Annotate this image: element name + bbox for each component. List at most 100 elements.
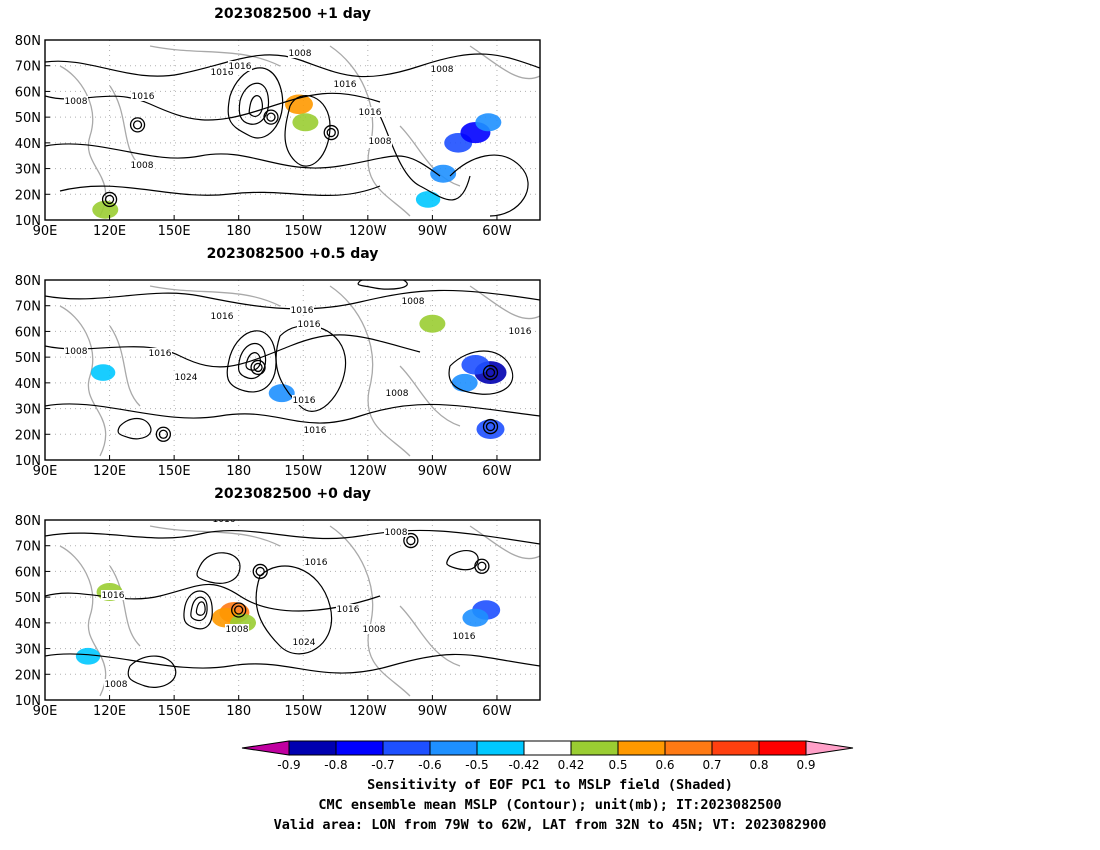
- isobar-label: 1008: [226, 625, 249, 635]
- lat-tick-label: 40N: [15, 377, 41, 392]
- colorbar-tick-label: -0.9: [277, 758, 300, 772]
- isobar-contour: [45, 289, 540, 310]
- lat-tick-label: 50N: [15, 111, 41, 126]
- isobar-label: 1016: [298, 320, 321, 330]
- isobar-contour: [45, 53, 540, 78]
- isobar-contour: [183, 590, 213, 630]
- low-pressure-center: [482, 364, 499, 381]
- isobar-label-bg: [64, 346, 88, 356]
- isobar-label: 1016: [334, 80, 357, 90]
- lon-tick-label: 60W: [482, 464, 512, 479]
- lon-tick-label: 120E: [93, 224, 126, 239]
- lat-tick-label: 70N: [15, 540, 41, 555]
- colorbar-segment: [523, 740, 572, 756]
- colorbar-segment: [288, 740, 337, 756]
- colorbar-tick-label: 0.8: [749, 758, 768, 772]
- lat-tick-label: 40N: [15, 137, 41, 152]
- low-pressure-center: [474, 558, 490, 574]
- low-pressure-center: [250, 359, 266, 376]
- low-pressure-center: [234, 605, 244, 615]
- isobar-label-bg: [174, 372, 198, 382]
- isobar-label-bg: [430, 64, 454, 74]
- lat-tick-label: 70N: [15, 300, 41, 315]
- low-pressure-center: [158, 429, 169, 439]
- isobar-label-bg: [303, 425, 327, 435]
- lat-tick-label: 30N: [15, 403, 41, 418]
- low-pressure-center: [266, 112, 276, 122]
- lon-tick-label: 120W: [349, 704, 387, 719]
- isobar-label: 1024: [293, 638, 316, 648]
- isobar-label-bg: [288, 48, 312, 58]
- isobar-contour: [45, 92, 381, 121]
- colorbar-tick-label: 0.42: [558, 758, 585, 772]
- isobar-label-bg: [333, 79, 357, 89]
- isobar-label: 1008: [386, 389, 409, 399]
- isobar-label: 1016: [213, 515, 236, 525]
- isobar-label-bg: [228, 61, 252, 71]
- colorbar-segment: [758, 740, 807, 756]
- sensitivity-shade: [461, 355, 490, 375]
- lat-tick-label: 80N: [15, 514, 41, 529]
- isobar-label-bg: [101, 590, 125, 600]
- isobar-label: 1016: [359, 108, 382, 118]
- sensitivity-shade: [268, 384, 295, 403]
- coastline: [149, 45, 540, 80]
- low-pressure-center: [252, 563, 268, 580]
- colorbar-tick-label: -0.6: [418, 758, 441, 772]
- isobar-label: 1016: [305, 558, 328, 568]
- colorbar-segment: [429, 740, 478, 756]
- isobar-label-bg: [336, 604, 360, 614]
- map-frame: [44, 39, 541, 221]
- low-pressure-center: [482, 418, 499, 435]
- isobar-label: 1016: [291, 306, 314, 316]
- isobar-label-bg: [452, 631, 476, 641]
- colorbar-segment: [664, 740, 713, 756]
- isobar-label: 1016: [453, 632, 476, 642]
- colorbar-segment: [711, 740, 760, 756]
- low-pressure-center: [323, 124, 339, 141]
- sensitivity-shade: [75, 647, 101, 665]
- isobar-label-bg: [148, 348, 172, 358]
- lon-tick-label: 90E: [33, 464, 58, 479]
- colorbar-segment: [335, 740, 384, 756]
- lat-tick-label: 70N: [15, 60, 41, 75]
- sensitivity-shade: [292, 113, 319, 132]
- lat-tick-label: 60N: [15, 565, 41, 580]
- lon-tick-label: 90W: [418, 224, 448, 239]
- isobar-label: 1008: [105, 680, 128, 690]
- lon-tick-label: 180: [226, 704, 251, 719]
- sensitivity-shade: [462, 608, 489, 627]
- lat-tick-label: 10N: [15, 694, 41, 709]
- isobar-contour: [45, 143, 441, 177]
- lon-tick-label: 150W: [284, 224, 322, 239]
- colorbar: -0.9 -0.8 -0.7 -0.6 -0.5 -0.42 0.42 0.5 0.6 0.7 0.…: [230, 735, 870, 775]
- lat-tick-label: 50N: [15, 351, 41, 366]
- low-pressure-center: [255, 566, 265, 577]
- lat-tick-label: 20N: [15, 428, 41, 443]
- low-pressure-center: [263, 109, 279, 125]
- isobar-contour: [284, 95, 331, 167]
- isobar-contour: [45, 334, 421, 368]
- low-pressure-center: [477, 561, 487, 571]
- low-pressure-center: [101, 191, 118, 208]
- lon-tick-label: 90E: [33, 704, 58, 719]
- isobar-contour: [45, 529, 540, 545]
- sensitivity-shade: [451, 373, 478, 392]
- colorbar-tick-label: 0.9: [796, 758, 815, 772]
- colorbar-segment: [382, 740, 431, 756]
- lon-tick-label: 180: [226, 224, 251, 239]
- isobar-contour: [449, 154, 529, 217]
- isobar-label-bg: [290, 305, 314, 315]
- isobar-contour: [248, 95, 263, 117]
- isobar-label: 1008: [402, 297, 425, 307]
- colorbar-segment: [570, 740, 619, 756]
- isobar-contour: [127, 655, 177, 688]
- sensitivity-shade: [430, 164, 457, 183]
- lon-tick-label: 120E: [93, 704, 126, 719]
- caption-line-3: Valid area: LON from 79W to 62W, LAT fro…: [273, 817, 827, 833]
- isobar-contour: [59, 185, 381, 197]
- lon-tick-label: 120W: [349, 224, 387, 239]
- map-frame: [44, 279, 541, 461]
- lat-tick-label: 30N: [15, 643, 41, 658]
